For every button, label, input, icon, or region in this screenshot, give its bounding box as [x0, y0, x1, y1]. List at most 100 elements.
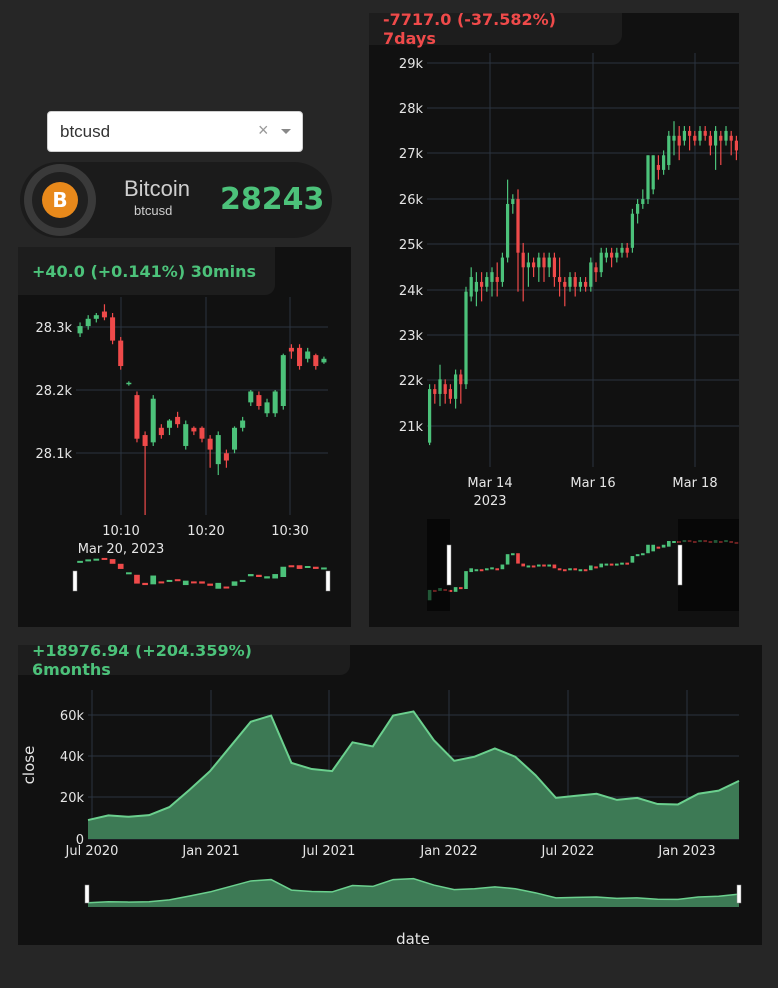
candle [485, 277, 489, 287]
rangeslider-candle [239, 579, 246, 582]
rangeslider-candle [215, 582, 222, 589]
rangeslider-area [88, 878, 739, 907]
ticker-card: B Bitcoin btcusd 28243 [20, 162, 332, 238]
coin-select-value: btcusd [60, 122, 111, 141]
candle [734, 140, 739, 151]
intraday-chart[interactable]: 28.3k 28.2k 28.1k 10:10 10:20 10:30 Mar 20, 20… [18, 247, 351, 627]
y-tick-label: 27k [399, 147, 424, 162]
week-chart[interactable]: 29k 28k 27k 26k 25k 24k 23k 22k 21k Mar 14 Mar 16 M… [369, 13, 739, 627]
rangeslider-candle [625, 562, 630, 565]
candle [682, 130, 687, 141]
candle [313, 355, 319, 367]
candle [272, 391, 278, 414]
candle [134, 395, 140, 439]
rangeslider-candle [640, 553, 645, 556]
clear-icon[interactable]: × [258, 120, 269, 140]
candle [511, 199, 515, 204]
rangeslider-candle [288, 565, 295, 568]
y-tick-label: 29k [399, 57, 424, 72]
rangeslider-candle [448, 589, 453, 592]
candle [85, 318, 91, 327]
rangeslider-candle [516, 553, 520, 564]
candle [231, 427, 238, 450]
rangeslider-candle [505, 554, 510, 565]
candle [288, 347, 294, 352]
rangeslider-candle [672, 541, 676, 543]
candle [223, 453, 229, 461]
candle [158, 427, 164, 436]
rangeslider-candle [247, 574, 254, 577]
rangeslider-candle [469, 568, 474, 573]
candle [505, 203, 510, 258]
rangeslider-candle [542, 564, 546, 567]
y-tick-label: 22k [399, 374, 424, 389]
coin-select[interactable]: btcusd × [47, 111, 303, 152]
candle [703, 130, 707, 136]
rangeslider-candle [101, 557, 108, 560]
candle [620, 247, 624, 253]
candle [677, 135, 681, 146]
candle [126, 382, 132, 385]
candle [191, 427, 197, 432]
rangeslider-candle [578, 569, 583, 572]
candle [646, 155, 650, 200]
rangeslider-candle [304, 566, 311, 568]
candle [568, 277, 572, 287]
candle [207, 438, 213, 450]
rangeslider-handle [72, 570, 78, 592]
rangeslider-candle [666, 541, 671, 547]
rangeslider-candle [321, 567, 327, 570]
candle [256, 395, 262, 406]
y-tick-label: 26k [399, 193, 424, 208]
rangeslider-candle [199, 581, 205, 584]
candle [625, 247, 629, 253]
candle [542, 257, 546, 268]
rangeslider-candle [531, 565, 536, 568]
rangeslider-line [87, 877, 740, 904]
rangeslider-candle [231, 581, 238, 586]
x-tick-label: Mar 14 [467, 476, 512, 491]
rangeslider-candle [588, 565, 593, 571]
candle [297, 347, 303, 367]
candle [264, 402, 270, 414]
rangeslider-candle [562, 569, 567, 572]
candle [698, 130, 702, 141]
x-tick-label: 10:10 [102, 524, 139, 539]
rangeslider-candle [166, 579, 173, 582]
rangeslider-candle [609, 563, 614, 566]
rangeslider-mask [678, 519, 739, 611]
candle [521, 252, 525, 268]
chevron-down-icon[interactable] [281, 129, 291, 134]
rangeslider-candle [312, 566, 319, 569]
rangeslider-candle [142, 582, 148, 586]
candle [453, 374, 458, 399]
x-tick-label: Mar 16 [570, 476, 615, 491]
candle [469, 277, 473, 297]
candle [552, 257, 557, 278]
rangeslider-candle [77, 560, 83, 563]
candle [693, 135, 697, 141]
x-tick-label: Jul 2020 [65, 844, 119, 859]
candle [427, 389, 432, 443]
candle [77, 326, 83, 334]
rangeslider-candle [583, 569, 588, 572]
rangeslider-candle [223, 586, 230, 589]
x-subtitle: 2023 [473, 494, 506, 509]
candle [166, 420, 173, 428]
x-tick-label: Mar 18 [672, 476, 717, 491]
candle [604, 252, 609, 258]
candle [438, 379, 442, 394]
y-tick-label: 20k [60, 791, 85, 806]
rangeslider-candle [280, 566, 287, 577]
rangeslider-candle [256, 574, 262, 577]
candle [495, 277, 499, 282]
rangeslider-candle [125, 572, 132, 575]
rangeslider-candle [474, 569, 479, 572]
candle [724, 130, 728, 141]
current-price: 28243 [220, 182, 325, 217]
candle [142, 435, 148, 446]
rangeslider-candle [599, 563, 604, 568]
y-tick-label: 28.2k [36, 384, 73, 399]
rangeslider-candle [526, 565, 531, 568]
